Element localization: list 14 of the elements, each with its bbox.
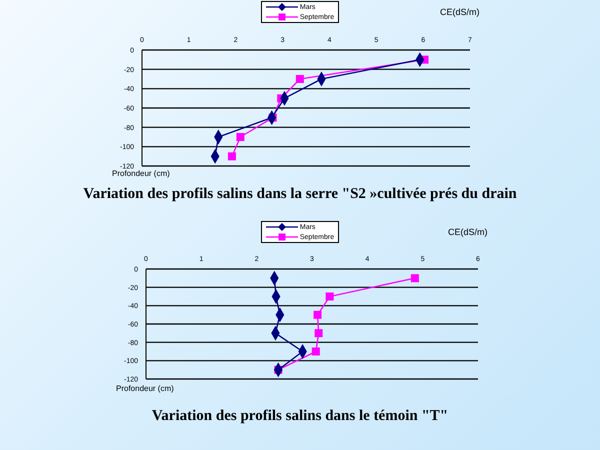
point (228, 152, 236, 160)
point (326, 292, 334, 300)
y-axis-title: Profondeur (cm) (116, 384, 174, 393)
point (312, 348, 320, 356)
text: Variation des profils salins dans le témoin "T" (150, 408, 450, 425)
point (410, 274, 419, 282)
x-axis-title: CE(dS/m) (448, 227, 488, 237)
x-axis-title: CE(dS/m) (440, 7, 480, 17)
point (296, 75, 304, 83)
point (314, 310, 322, 319)
y-axis-title: Profondeur (cm) (112, 169, 170, 178)
point (314, 329, 323, 338)
text: Variation des profils salins dans la serre "S2 »cultivée prés du drain (82, 186, 518, 203)
point (236, 133, 244, 141)
